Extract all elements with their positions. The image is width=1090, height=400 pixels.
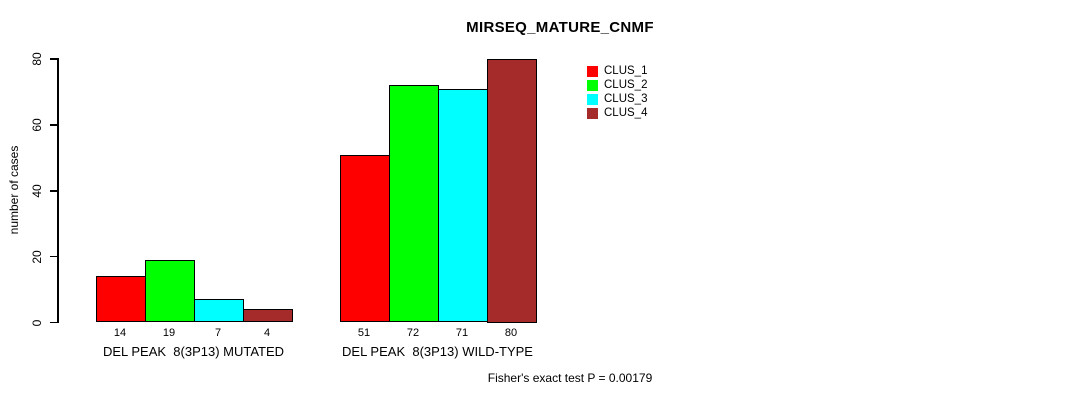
y-tick xyxy=(50,124,57,126)
bar-value-label: 7 xyxy=(214,327,222,339)
bar-value-label: 19 xyxy=(162,327,176,339)
legend-swatch xyxy=(587,93,598,105)
y-tick-label: 80 xyxy=(30,52,44,66)
bar-value-label: 51 xyxy=(357,327,371,339)
legend-row: CLUS_4 xyxy=(587,106,647,120)
bar-value-label: 71 xyxy=(455,327,469,339)
bar xyxy=(95,276,146,323)
legend-row: CLUS_1 xyxy=(587,64,647,78)
y-tick-label: 0 xyxy=(30,319,44,326)
bar xyxy=(242,309,293,323)
legend-swatch xyxy=(587,107,598,119)
y-axis-label: number of cases xyxy=(7,145,21,235)
legend-swatch xyxy=(587,79,598,91)
legend-label: CLUS_3 xyxy=(604,93,648,105)
y-tick xyxy=(50,190,57,192)
bar xyxy=(486,59,537,323)
bar xyxy=(144,259,195,323)
y-tick xyxy=(50,255,57,258)
y-axis-line xyxy=(57,58,59,324)
chart-title: MIRSEQ_MATURE_CNMF xyxy=(466,19,654,36)
bar-value-label: 72 xyxy=(406,327,420,339)
bar xyxy=(437,88,488,323)
legend-label: CLUS_2 xyxy=(604,79,648,91)
bar-value-label: 14 xyxy=(113,327,127,339)
y-tick-label: 20 xyxy=(30,249,44,264)
y-tick xyxy=(50,321,57,324)
category-label: DEL PEAK 8(3P13) MUTATED xyxy=(102,344,285,359)
y-tick xyxy=(50,58,57,60)
y-tick-label: 60 xyxy=(30,118,44,132)
legend: CLUS_1 CLUS_2 CLUS_3 CLUS_4 xyxy=(587,64,647,120)
bar-value-label: 4 xyxy=(263,327,271,339)
bar xyxy=(388,85,439,323)
legend-label: CLUS_4 xyxy=(604,107,648,119)
legend-row: CLUS_3 xyxy=(587,92,647,106)
bar-value-label: 80 xyxy=(504,327,518,339)
legend-row: CLUS_2 xyxy=(587,78,647,92)
y-tick-label: 40 xyxy=(30,184,44,198)
legend-swatch xyxy=(587,65,598,77)
legend-label: CLUS_1 xyxy=(604,65,648,77)
category-label: DEL PEAK 8(3P13) WILD-TYPE xyxy=(342,344,533,359)
bar xyxy=(339,154,390,323)
fisher-test-annotation: Fisher's exact test P = 0.00179 xyxy=(487,371,653,385)
bar xyxy=(193,299,244,323)
